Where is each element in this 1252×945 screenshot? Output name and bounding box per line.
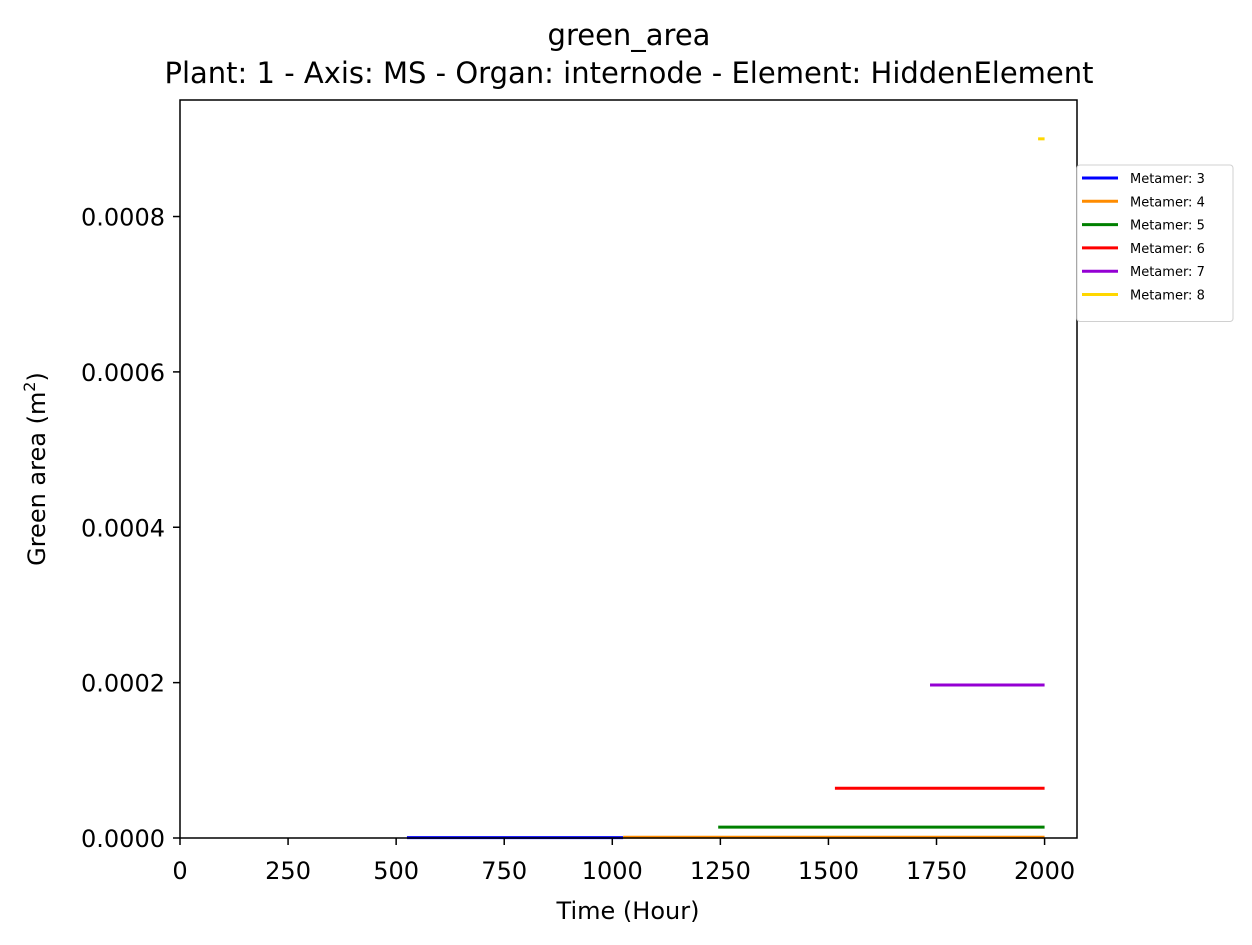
- plot-area: [179, 99, 1078, 840]
- y-axis-label-close: ): [23, 372, 51, 381]
- chart-subtitle: Plant: 1 - Axis: MS - Organ: internode -…: [164, 56, 1093, 90]
- legend-entry-label: Metamer: 3: [1130, 172, 1205, 187]
- x-tick-label: 2000: [1014, 857, 1075, 885]
- y-tick-label: 0.0002: [81, 670, 165, 698]
- x-tick-label: 1750: [906, 857, 967, 885]
- y-tick-label: 0.0004: [81, 514, 165, 542]
- x-tick-label: 1250: [690, 857, 751, 885]
- legend-box: [1076, 164, 1234, 322]
- y-axis: 0.0000 0.0002 0.0004 0.0006 0.0008: [81, 204, 180, 853]
- x-tick-label: 500: [373, 857, 419, 885]
- legend-entry-label: Metamer: 4: [1130, 195, 1205, 210]
- x-axis-label: Time (Hour): [556, 897, 700, 925]
- y-axis-label: Green area (m2): [20, 372, 51, 566]
- legend-entry-label: Metamer: 6: [1130, 242, 1205, 257]
- x-tick-label: 1500: [798, 857, 859, 885]
- y-tick-label: 0.0008: [81, 204, 165, 232]
- x-tick-label: 0: [172, 857, 187, 885]
- legend-entry-label: Metamer: 8: [1130, 289, 1205, 304]
- plot-frame: [179, 99, 1078, 839]
- y-axis-label-superscript: 2: [20, 381, 39, 391]
- legend: Metamer: 3 Metamer: 4 Metamer: 5 Metamer: 6…: [1076, 164, 1234, 322]
- chart-title: green_area: [548, 18, 711, 52]
- y-tick-label: 0.0000: [81, 825, 165, 853]
- legend-entry-label: Metamer: 5: [1130, 219, 1205, 234]
- x-tick-label: 750: [481, 857, 527, 885]
- x-tick-label: 250: [265, 857, 311, 885]
- x-tick-label: 1000: [582, 857, 643, 885]
- y-tick-label: 0.0006: [81, 359, 165, 387]
- x-axis: 0 250 500 750 1000 1250 1500 1750 2000: [172, 838, 1075, 885]
- series-layer: [406, 137, 1045, 840]
- y-axis-label-main: Green area (m: [23, 392, 51, 566]
- legend-entry-label: Metamer: 7: [1130, 265, 1205, 280]
